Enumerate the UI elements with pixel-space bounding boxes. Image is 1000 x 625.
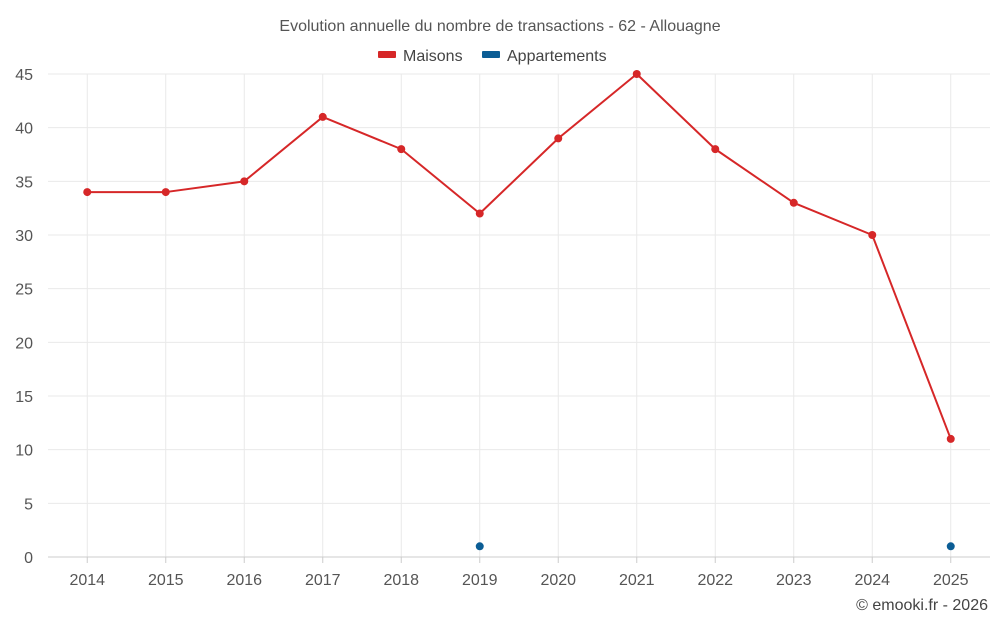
y-tick-label: 20 xyxy=(15,335,33,352)
x-tick-label: 2016 xyxy=(226,572,262,589)
y-axis: 0 5 10 15 20 25 30 35 40 45 xyxy=(15,67,33,567)
legend-label-maisons: Maisons xyxy=(403,48,463,65)
x-tick-label: 2021 xyxy=(619,572,655,589)
y-tick-label: 5 xyxy=(24,496,33,513)
y-tick-label: 30 xyxy=(15,228,33,245)
legend: Maisons Appartements xyxy=(378,48,607,65)
x-tick-label: 2014 xyxy=(69,572,105,589)
point-maisons-2015[interactable] xyxy=(161,188,170,197)
y-tick-label: 15 xyxy=(15,389,33,406)
legend-swatch-appartements xyxy=(482,51,500,58)
y-tick-label: 25 xyxy=(15,282,33,299)
x-tick-label: 2017 xyxy=(305,572,341,589)
point-maisons-2018[interactable] xyxy=(397,145,406,154)
point-maisons-2024[interactable] xyxy=(868,231,877,239)
series-appartements xyxy=(475,542,955,551)
y-tick-label: 40 xyxy=(15,121,33,138)
credit: © emooki.fr - 2026 xyxy=(856,597,988,614)
plot-area xyxy=(83,70,955,551)
y-tick-label: 10 xyxy=(15,443,33,460)
point-maisons-2025[interactable] xyxy=(946,434,955,443)
y-tick-label: 0 xyxy=(24,550,33,567)
gridlines xyxy=(48,73,990,557)
legend-item-appartements[interactable]: Appartements xyxy=(482,48,607,65)
y-tick-label: 35 xyxy=(15,174,33,191)
legend-item-maisons[interactable]: Maisons xyxy=(378,48,463,65)
point-maisons-2022[interactable] xyxy=(711,145,720,154)
series-maisons xyxy=(83,70,955,443)
y-tick-label: 45 xyxy=(15,67,33,84)
point-maisons-2021[interactable] xyxy=(632,70,641,78)
x-tick-label: 2022 xyxy=(697,572,733,589)
x-axis: 2014 2015 2016 2017 2018 2019 2020 2021 2022 2023… xyxy=(48,556,990,589)
point-appartements-2025[interactable] xyxy=(946,542,955,551)
point-maisons-2017[interactable] xyxy=(318,112,327,121)
point-maisons-2019[interactable] xyxy=(475,209,484,218)
legend-swatch-maisons xyxy=(378,51,396,58)
series-line-maisons xyxy=(87,73,952,440)
x-tick-label: 2020 xyxy=(540,572,576,589)
point-maisons-2014[interactable] xyxy=(83,188,92,197)
x-tick-label: 2023 xyxy=(776,572,812,589)
x-tick-label: 2018 xyxy=(383,572,419,589)
point-maisons-2016[interactable] xyxy=(240,177,249,186)
legend-label-appartements: Appartements xyxy=(507,48,607,65)
x-tick-label: 2015 xyxy=(148,572,184,589)
point-maisons-2020[interactable] xyxy=(554,134,563,143)
x-tick-label: 2019 xyxy=(462,572,498,589)
x-tick-label: 2024 xyxy=(854,572,890,589)
x-tick-label: 2025 xyxy=(933,572,969,589)
chart-title: Evolution annuelle du nombre de transact… xyxy=(279,18,720,35)
point-maisons-2023[interactable] xyxy=(789,198,798,207)
point-appartements-2019[interactable] xyxy=(475,542,484,551)
